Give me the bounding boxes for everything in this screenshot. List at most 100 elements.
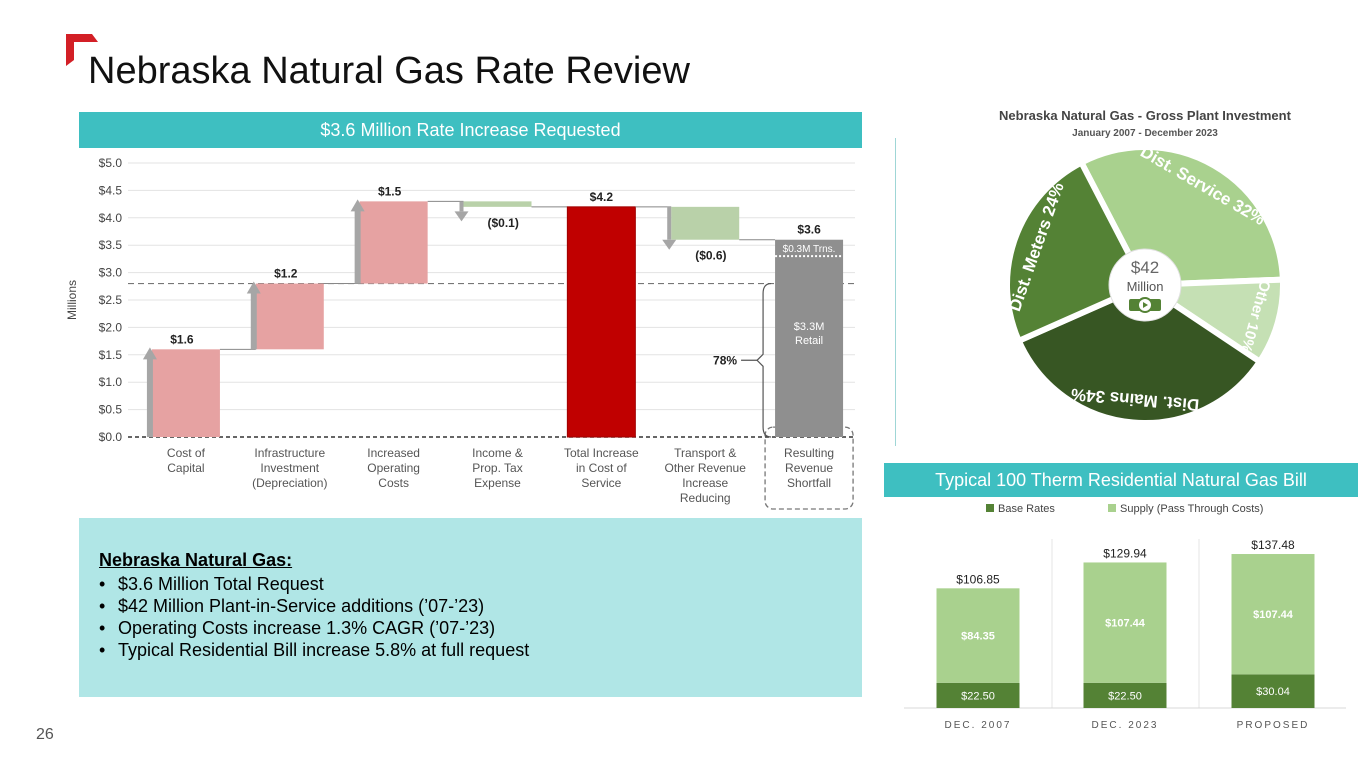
pie-center-value: $42 xyxy=(1131,258,1159,277)
base-rate-bar xyxy=(1231,674,1315,708)
increase-arrow-shaft xyxy=(354,207,361,284)
base-rate-bar xyxy=(1083,682,1167,708)
increase-arrow-shaft xyxy=(250,289,257,350)
x-tick-label: Increased xyxy=(367,446,420,460)
bar-value-label: $84.35 xyxy=(961,631,995,643)
x-tick-label: Service xyxy=(581,476,621,490)
x-tick-label: DEC. 2007 xyxy=(945,720,1012,731)
vertical-divider xyxy=(895,138,896,446)
y-tick-label: $1.5 xyxy=(99,348,123,362)
pie-slice xyxy=(1014,281,1264,426)
legend-swatch xyxy=(1108,504,1116,512)
decrease-arrow-head xyxy=(454,211,469,222)
residential-bill-chart: Base Rates Supply (Pass Through Costs) $22… xyxy=(904,503,1346,731)
y-tick-label: $2.5 xyxy=(99,293,123,307)
notes-list: $3.6 Million Total Request $42 Million P… xyxy=(99,573,529,661)
accent-corner-icon xyxy=(66,34,98,66)
total-label: $106.85 xyxy=(956,572,1000,586)
y-tick-label: $2.0 xyxy=(99,320,123,334)
y-tick-label: $5.0 xyxy=(99,156,123,170)
decrease-arrow-shaft xyxy=(667,206,672,240)
notes-item: Typical Residential Bill increase 5.8% a… xyxy=(99,639,529,661)
x-tick-label: in Cost of xyxy=(576,461,627,475)
waterfall-bar xyxy=(775,239,844,437)
residential-bill-banner: Typical 100 Therm Residential Natural Ga… xyxy=(884,463,1358,497)
x-tick-label: Total Increase xyxy=(564,446,639,460)
notes-box: Nebraska Natural Gas: $3.6 Million Total… xyxy=(79,518,862,697)
x-tick-label: Capital xyxy=(167,461,204,475)
y-axis-label: Millions xyxy=(65,280,79,320)
page-number: 26 xyxy=(36,726,54,743)
x-tick-label: DEC. 2023 xyxy=(1092,720,1159,731)
slide-title: Nebraska Natural Gas Rate Review xyxy=(88,50,690,92)
data-label: $3.6 xyxy=(797,223,821,237)
bar-value-label: $22.50 xyxy=(1108,690,1142,702)
x-tick-label: Expense xyxy=(474,476,521,490)
y-tick-label: $3.0 xyxy=(99,266,123,280)
increase-arrow-head xyxy=(142,347,157,360)
base-rate-bar xyxy=(936,682,1020,708)
x-tick-label: Increase xyxy=(682,476,728,490)
data-label: $4.2 xyxy=(590,190,614,204)
x-tick-label: Reducing xyxy=(680,491,731,505)
x-tick-label: Transport & xyxy=(674,446,736,460)
data-label: $1.5 xyxy=(378,184,402,198)
pie-title: Nebraska Natural Gas - Gross Plant Inves… xyxy=(999,108,1292,123)
data-label: ($0.1) xyxy=(488,216,519,230)
bar-value-label: $30.04 xyxy=(1256,686,1290,698)
data-label: ($0.6) xyxy=(695,249,726,263)
total-label: $137.48 xyxy=(1251,538,1295,552)
x-tick-label: Infrastructure xyxy=(254,446,325,460)
increase-arrow-head xyxy=(350,199,365,212)
bar-value-label: $107.44 xyxy=(1105,618,1146,630)
notes-item: $3.6 Million Total Request xyxy=(99,573,529,595)
notes-heading: Nebraska Natural Gas: xyxy=(99,550,293,570)
supply-bar xyxy=(1083,562,1167,683)
legend-swatch xyxy=(986,504,994,512)
data-label: $1.2 xyxy=(274,267,298,281)
x-tick-label: Costs xyxy=(378,476,409,490)
retail-label: $3.3M xyxy=(794,321,825,333)
total-label: $129.94 xyxy=(1103,546,1147,560)
x-tick-label: Operating xyxy=(367,461,420,475)
increase-arrow-shaft xyxy=(146,355,153,437)
retail-bracket xyxy=(756,282,772,438)
legend-label: Base Rates xyxy=(998,503,1055,515)
waterfall-bar xyxy=(566,206,636,438)
x-tick-label: PROPOSED xyxy=(1237,720,1310,731)
pie-center xyxy=(1108,248,1182,322)
notes-item: Operating Costs increase 1.3% CAGR (’07-… xyxy=(99,617,529,639)
retail-pct-label: 78% xyxy=(713,353,737,367)
y-tick-label: $3.5 xyxy=(99,238,123,252)
decrease-arrow-head xyxy=(662,239,677,250)
x-tick-label: Other Revenue xyxy=(665,461,747,475)
waterfall-bar xyxy=(151,349,220,437)
transport-label: $0.3M Trns. xyxy=(783,244,836,255)
y-tick-label: $0.0 xyxy=(99,430,123,444)
x-tick-label: Prop. Tax xyxy=(472,461,522,475)
increase-arrow-head xyxy=(246,281,261,294)
retail-label: Retail xyxy=(795,335,823,347)
pie-subtitle: January 2007 - December 2023 xyxy=(1072,128,1218,139)
bar-value-label: $107.44 xyxy=(1253,609,1294,621)
x-tick-label: Resulting xyxy=(784,446,834,460)
waterfall-bar xyxy=(359,201,428,284)
x-tick-label: Income & xyxy=(472,446,523,460)
y-tick-label: $4.0 xyxy=(99,211,123,225)
x-tick-label: (Depreciation) xyxy=(252,476,327,490)
waterfall-bar xyxy=(463,201,532,207)
waterfall-bar xyxy=(671,206,740,240)
plant-investment-pie-chart: Nebraska Natural Gas - Gross Plant Inves… xyxy=(999,108,1292,426)
supply-bar xyxy=(1231,554,1315,675)
rate-increase-banner: $3.6 Million Rate Increase Requested xyxy=(79,112,862,148)
legend-label: Supply (Pass Through Costs) xyxy=(1120,503,1263,515)
gas-meter-icon xyxy=(1129,297,1161,313)
notes-item: $42 Million Plant-in-Service additions (… xyxy=(99,595,529,617)
pie-center-unit: Million xyxy=(1127,279,1164,294)
y-tick-label: $4.5 xyxy=(99,183,123,197)
y-tick-label: $0.5 xyxy=(99,403,123,417)
decrease-arrow-shaft xyxy=(459,201,464,212)
data-label: $1.6 xyxy=(170,332,194,346)
x-tick-label: Cost of xyxy=(167,446,206,460)
gas-meter-icon-arrow xyxy=(1143,302,1148,308)
